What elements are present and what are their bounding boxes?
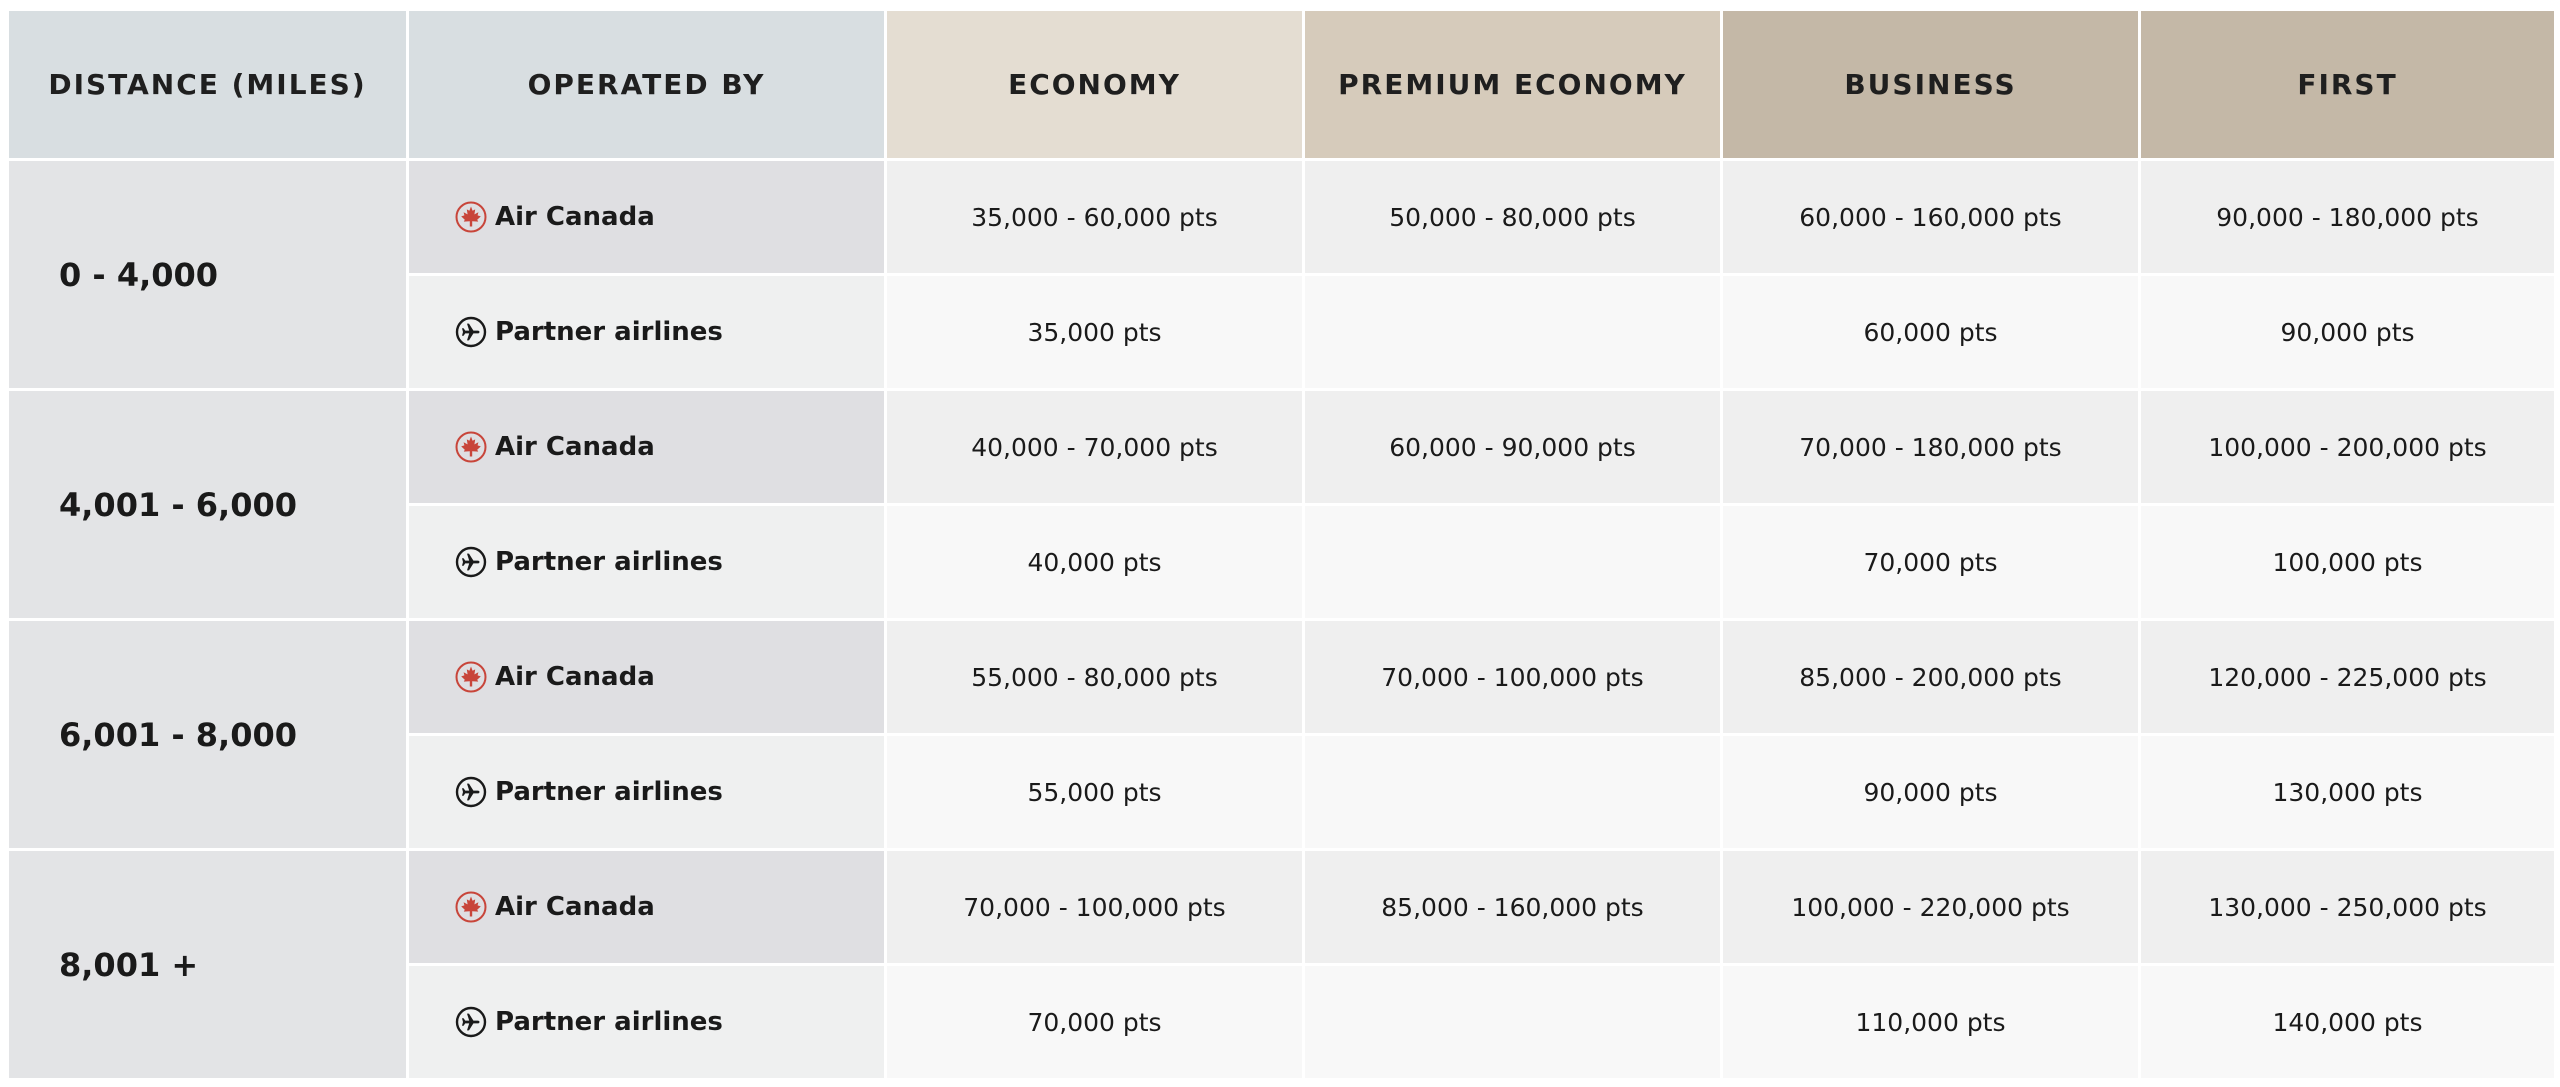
operator-label: Air Canada [495,202,655,232]
price-first: 120,000 - 225,000 pts [2141,621,2554,733]
header-first: FIRST [2141,11,2554,158]
table-body: 0 - 4,000 Air Canada 35,000 - 60,000 pts 50… [9,161,2554,1078]
operator-label: Partner airlines [495,317,723,347]
price-first: 90,000 - 180,000 pts [2141,161,2554,273]
price-business: 90,000 pts [1723,736,2138,848]
price-economy: 40,000 pts [887,506,1302,618]
header-operator: OPERATED BY [409,11,884,158]
operator-air-canada: Air Canada [409,391,884,503]
price-first: 100,000 - 200,000 pts [2141,391,2554,503]
maple-leaf-icon [455,891,487,923]
table-row: 6,001 - 8,000 Air Canada 55,000 - 80,000 p… [9,621,2554,848]
price-business: 85,000 - 200,000 pts [1723,621,2138,733]
maple-leaf-icon [455,431,487,463]
header-row: DISTANCE (MILES) OPERATED BY ECONOMY PRE… [9,11,2554,158]
price-business: 100,000 - 220,000 pts [1723,851,2138,963]
airplane-icon [455,776,487,808]
price-premium-economy: 70,000 - 100,000 pts [1305,621,1720,733]
price-first: 90,000 pts [2141,276,2554,388]
airplane-icon [455,316,487,348]
table-row: 8,001 + Air Canada 70,000 - 100,000 pts 85,… [9,851,2554,1078]
header-premium-economy: PREMIUM ECONOMY [1305,11,1720,158]
header-business: BUSINESS [1723,11,2138,158]
table-row: Partner airlines 40,000 pts 70,000 pts 100,… [9,506,2554,618]
operator-label: Air Canada [495,662,655,692]
operator-partner: Partner airlines [409,966,884,1078]
operator-label: Partner airlines [495,777,723,807]
distance-cell: 6,001 - 8,000 [9,621,406,848]
operator-partner: Partner airlines [409,276,884,388]
price-economy: 55,000 - 80,000 pts [887,621,1302,733]
table-row: Partner airlines 55,000 pts 90,000 pts 130,… [9,736,2554,848]
operator-air-canada: Air Canada [409,851,884,963]
table-row: Partner airlines 35,000 pts 60,000 pts 90,0… [9,276,2554,388]
price-premium-economy [1305,736,1720,848]
operator-partner: Partner airlines [409,736,884,848]
distance-cell: 8,001 + [9,851,406,1078]
price-premium-economy [1305,506,1720,618]
price-premium-economy: 60,000 - 90,000 pts [1305,391,1720,503]
table-row: 0 - 4,000 Air Canada 35,000 - 60,000 pts 50… [9,161,2554,388]
award-chart-table: DISTANCE (MILES) OPERATED BY ECONOMY PRE… [6,8,2557,1081]
price-business: 60,000 pts [1723,276,2138,388]
table-row: 4,001 - 6,000 Air Canada 40,000 - 70,000 p… [9,391,2554,618]
operator-label: Air Canada [495,432,655,462]
maple-leaf-icon [455,661,487,693]
price-business: 110,000 pts [1723,966,2138,1078]
header-distance: DISTANCE (MILES) [9,11,406,158]
price-business: 70,000 - 180,000 pts [1723,391,2138,503]
operator-air-canada: Air Canada [409,621,884,733]
operator-label: Partner airlines [495,547,723,577]
price-economy: 55,000 pts [887,736,1302,848]
price-first: 140,000 pts [2141,966,2554,1078]
table-row: Partner airlines 70,000 pts 110,000 pts 140… [9,966,2554,1078]
price-premium-economy: 50,000 - 80,000 pts [1305,161,1720,273]
price-business: 60,000 - 160,000 pts [1723,161,2138,273]
price-premium-economy [1305,276,1720,388]
price-economy: 70,000 - 100,000 pts [887,851,1302,963]
airplane-icon [455,1006,487,1038]
price-business: 70,000 pts [1723,506,2138,618]
price-economy: 70,000 pts [887,966,1302,1078]
maple-leaf-icon [455,201,487,233]
operator-label: Partner airlines [495,1007,723,1037]
price-first: 130,000 pts [2141,736,2554,848]
operator-air-canada: Air Canada [409,161,884,273]
operator-label: Air Canada [495,892,655,922]
header-economy: ECONOMY [887,11,1302,158]
distance-cell: 4,001 - 6,000 [9,391,406,618]
price-first: 130,000 - 250,000 pts [2141,851,2554,963]
price-economy: 35,000 - 60,000 pts [887,161,1302,273]
price-premium-economy: 85,000 - 160,000 pts [1305,851,1720,963]
price-premium-economy [1305,966,1720,1078]
airplane-icon [455,546,487,578]
distance-cell: 0 - 4,000 [9,161,406,388]
operator-partner: Partner airlines [409,506,884,618]
price-first: 100,000 pts [2141,506,2554,618]
price-economy: 40,000 - 70,000 pts [887,391,1302,503]
price-economy: 35,000 pts [887,276,1302,388]
